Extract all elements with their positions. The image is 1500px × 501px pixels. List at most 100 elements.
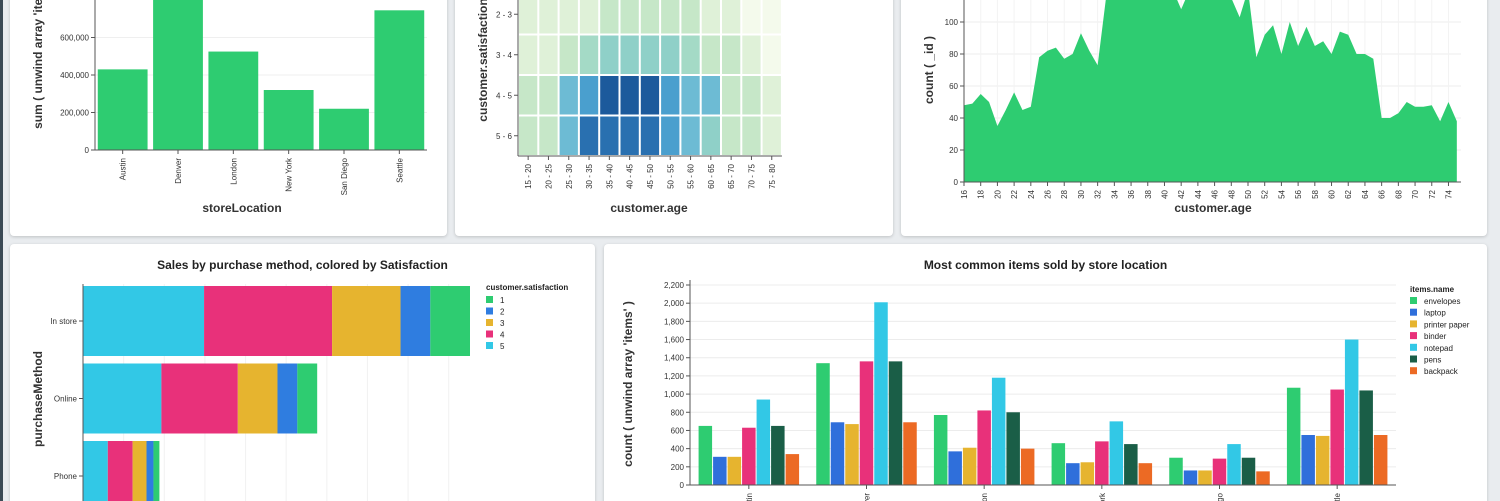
heatmap-cell bbox=[701, 76, 720, 115]
y-tick-label: Phone bbox=[54, 472, 78, 481]
chart-card-purchase-method[interactable]: Sales by purchase method, colored by Sat… bbox=[10, 244, 595, 501]
legend-label: 4 bbox=[500, 331, 505, 340]
x-axis-title: storeLocation bbox=[202, 201, 281, 215]
x-tick-label: 20 bbox=[993, 189, 1002, 198]
heatmap-cell bbox=[722, 0, 741, 34]
x-tick-label: 65 - 70 bbox=[727, 163, 736, 188]
heatmap-cell bbox=[640, 76, 660, 115]
bar-segment-in-store-4 bbox=[204, 286, 333, 356]
x-tick-label: 70 - 75 bbox=[747, 163, 756, 188]
bar-seattle-pens bbox=[1359, 390, 1373, 485]
x-tick-label: 24 bbox=[1027, 189, 1036, 198]
heatmap-cell bbox=[661, 35, 680, 74]
y-tick-label: 400 bbox=[671, 445, 685, 454]
bar-san-diego-binder bbox=[1212, 458, 1227, 485]
legend-swatch bbox=[486, 342, 493, 349]
x-tick-label: Austin bbox=[119, 158, 128, 180]
x-tick-label: 36 bbox=[1127, 189, 1136, 198]
heatmap-cell bbox=[722, 76, 741, 115]
heatmap-cell bbox=[579, 35, 599, 74]
legend-label: binder bbox=[1424, 332, 1447, 341]
bar-new-york bbox=[263, 90, 314, 150]
bar-london bbox=[208, 51, 259, 150]
y-tick-label: 40 bbox=[949, 114, 958, 123]
y-tick-label: 800 bbox=[671, 408, 685, 417]
x-tick-label: 30 - 35 bbox=[585, 163, 594, 188]
y-axis-title: count ( unwind array 'items' ) bbox=[621, 301, 635, 467]
heatmap-cell bbox=[579, 76, 599, 115]
bar-san-diego-laptop bbox=[1183, 470, 1198, 485]
heatmap-cell bbox=[539, 76, 558, 115]
chart-store-sum: 0 200,000 400,000 600,000 Austin Denver London… bbox=[31, 0, 427, 215]
y-tick-label: In store bbox=[50, 317, 77, 326]
y-tick-label: 1,200 bbox=[664, 372, 685, 381]
heatmap-cell bbox=[519, 35, 538, 74]
heatmap-cell bbox=[640, 0, 660, 34]
heatmap-cell bbox=[559, 76, 578, 115]
legend-label: pens bbox=[1424, 356, 1441, 365]
x-tick-label: 58 bbox=[1311, 189, 1320, 198]
heatmap-cell bbox=[519, 116, 538, 155]
heatmap-cell bbox=[539, 0, 558, 34]
bar-austin-printer-paper bbox=[727, 456, 742, 485]
bar-new-york-printer-paper bbox=[1080, 462, 1095, 485]
legend-swatch bbox=[486, 296, 493, 303]
heatmap-cell bbox=[661, 116, 680, 155]
x-tick-label: 56 bbox=[1294, 189, 1303, 198]
heatmap-cell bbox=[539, 35, 558, 74]
legend-swatch bbox=[1410, 308, 1417, 316]
legend-swatch bbox=[486, 307, 493, 315]
x-tick-label: 35 - 40 bbox=[605, 163, 614, 188]
chart-card-satisfaction-heatmap[interactable]: 2 - 3 3 - 4 4 - 5 5 - 6 15 - 20 20 - 25 25 - 3… bbox=[455, 0, 893, 236]
window-edge bbox=[0, 0, 3, 501]
chart-card-store-sum[interactable]: 0 200,000 400,000 600,000 Austin Denver London… bbox=[10, 0, 447, 236]
x-tick-label: 25 - 30 bbox=[565, 163, 574, 188]
bar-london-envelopes bbox=[933, 415, 948, 485]
bar-san-diego-notepad bbox=[1227, 444, 1241, 485]
legend-label: 5 bbox=[500, 342, 505, 351]
bar-austin-backpack bbox=[785, 454, 800, 485]
x-tick-label: 48 bbox=[1227, 189, 1236, 198]
x-tick-label: 15 - 20 bbox=[524, 163, 533, 188]
legend-label: envelopes bbox=[1424, 297, 1460, 306]
y-axis-title: sum ( unwind array 'items' ) bbox=[31, 0, 45, 129]
bar-denver bbox=[153, 0, 203, 150]
heatmap-cell bbox=[661, 76, 680, 115]
legend-label: 1 bbox=[500, 296, 505, 305]
bar-new-york-pens bbox=[1124, 444, 1138, 485]
y-tick-label: 1,000 bbox=[664, 390, 685, 399]
legend-swatch bbox=[486, 319, 493, 326]
chart-card-items-by-store[interactable]: Most common items sold by store location… bbox=[604, 244, 1487, 501]
heatmap-cell bbox=[620, 35, 639, 74]
chart-card-age-count[interactable]: 0 20 40 60 80 100 16 18 20 22 24 26 28 30 32 34 36 38 40 42… bbox=[901, 0, 1487, 236]
heatmap-cell bbox=[620, 0, 639, 34]
legend-swatch bbox=[1410, 332, 1417, 340]
x-tick-label: London bbox=[229, 158, 238, 185]
x-tick-label: 72 bbox=[1428, 189, 1437, 198]
bar-san-diego-backpack bbox=[1256, 471, 1270, 485]
chart-purchase-method: In store Online Phone purchaseMethod custome… bbox=[31, 283, 568, 501]
x-tick-label: ttle bbox=[1333, 492, 1342, 501]
bar-segment-phone-3 bbox=[132, 441, 147, 501]
heatmap-cell bbox=[762, 35, 781, 74]
bar-denver-binder bbox=[859, 361, 874, 485]
y-tick-label: Online bbox=[54, 395, 78, 404]
bar-seattle-binder bbox=[1330, 389, 1344, 485]
chart-items-by-store: 0 200 400 600 800 1,000 1,200 1,400 1,600 1,800 2,… bbox=[621, 280, 1470, 501]
y-tick-label: 20 bbox=[949, 146, 958, 155]
chart-title-purchase-method: Sales by purchase method, colored by Sat… bbox=[157, 258, 448, 272]
bar-segment-phone-4 bbox=[107, 441, 133, 501]
heatmap-cell bbox=[640, 35, 660, 74]
x-tick-label: 30 bbox=[1077, 189, 1086, 198]
bar-denver-notepad bbox=[874, 302, 888, 485]
bar-london-backpack bbox=[1020, 448, 1035, 485]
bar-denver-envelopes bbox=[816, 363, 830, 485]
x-tick-label: 16 bbox=[960, 189, 969, 198]
x-tick-label: 44 bbox=[1194, 189, 1203, 198]
heatmap-cell bbox=[579, 0, 599, 34]
bar-segment-online-3 bbox=[237, 363, 278, 434]
heatmap-cell bbox=[579, 116, 599, 155]
bar-segment-online-4 bbox=[161, 363, 238, 434]
bar-seattle-printer-paper bbox=[1315, 435, 1330, 485]
y-tick-label: 0 bbox=[680, 481, 685, 490]
